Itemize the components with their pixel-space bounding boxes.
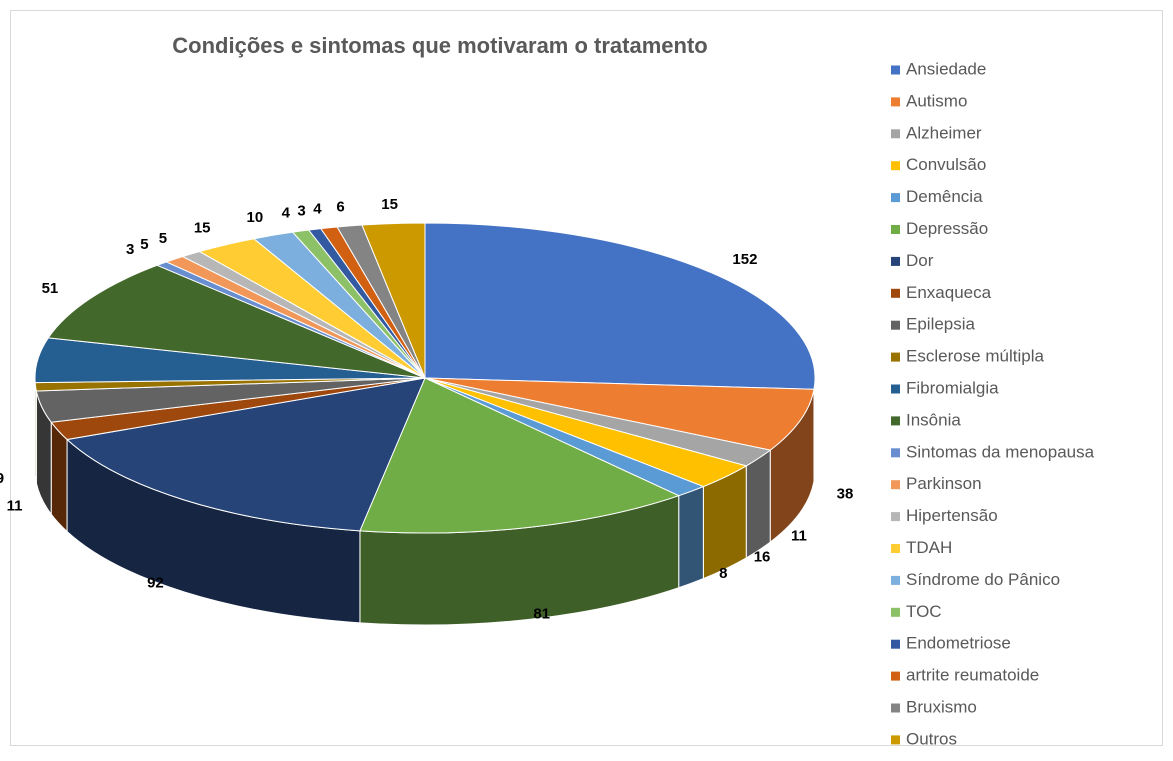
- legend-label: TOC: [906, 602, 942, 621]
- legend-label: Insônia: [906, 410, 961, 429]
- legend-label: Parkinson: [906, 474, 982, 493]
- data-label: 6: [336, 199, 344, 216]
- data-label: 4: [282, 204, 291, 221]
- data-label: 3: [297, 202, 305, 219]
- legend-swatch: [891, 672, 900, 681]
- legend-swatch: [891, 225, 900, 234]
- legend-label: Fibromialgia: [906, 378, 999, 397]
- data-label: 19: [0, 470, 4, 487]
- legend-label: Demência: [906, 187, 983, 206]
- pie-side: [746, 450, 770, 558]
- legend-label: Autismo: [906, 91, 967, 110]
- legend-swatch: [891, 512, 900, 521]
- data-label: 11: [7, 497, 23, 514]
- legend-label: Sintomas da menopausa: [906, 442, 1095, 461]
- data-label: 3: [126, 241, 134, 258]
- data-label: 5: [159, 230, 167, 247]
- legend-swatch: [891, 66, 900, 75]
- legend-label: Hipertensão: [906, 506, 998, 525]
- legend-swatch: [891, 416, 900, 425]
- data-label: 16: [754, 548, 771, 565]
- legend-swatch: [891, 353, 900, 362]
- legend-label: Convulsão: [906, 155, 986, 174]
- legend-label: Esclerose múltipla: [906, 347, 1044, 366]
- legend-swatch: [891, 257, 900, 266]
- data-label: 5: [140, 236, 148, 253]
- data-label: 11: [791, 528, 807, 545]
- legend-swatch: [891, 129, 900, 138]
- chart-title: Condições e sintomas que motivaram o tra…: [172, 33, 707, 58]
- legend-swatch: [891, 480, 900, 489]
- legend-label: TDAH: [906, 538, 952, 557]
- legend-label: Ansiedade: [906, 59, 986, 78]
- legend-swatch: [891, 448, 900, 457]
- data-label: 92: [147, 575, 164, 592]
- legend-label: Dor: [906, 251, 934, 270]
- legend-label: Enxaqueca: [906, 283, 992, 302]
- legend-swatch: [891, 193, 900, 202]
- pie-side: [51, 422, 67, 531]
- legend-swatch: [891, 576, 900, 585]
- data-label: 8: [719, 565, 727, 582]
- data-label: 15: [194, 220, 211, 237]
- data-label: 81: [533, 605, 550, 622]
- legend-label: Endometriose: [906, 634, 1011, 653]
- data-label: 4: [313, 201, 322, 218]
- data-label: 38: [837, 486, 854, 503]
- legend-swatch: [891, 735, 900, 744]
- data-label: 51: [42, 280, 59, 297]
- legend-swatch: [891, 640, 900, 649]
- legend-swatch: [891, 97, 900, 106]
- pie-side: [679, 487, 704, 588]
- legend-label: Outros: [906, 729, 957, 748]
- legend-swatch: [891, 608, 900, 617]
- data-label: 10: [247, 209, 264, 226]
- legend-label: Bruxismo: [906, 697, 977, 716]
- legend-swatch: [891, 385, 900, 394]
- legend-label: Alzheimer: [906, 123, 982, 142]
- data-label: 152: [732, 251, 757, 268]
- legend-label: Depressão: [906, 219, 988, 238]
- data-label: 15: [381, 196, 398, 213]
- legend-label: Síndrome do Pânico: [906, 570, 1060, 589]
- legend-label: Epilepsia: [906, 315, 976, 334]
- legend-label: artrite reumatoide: [906, 666, 1039, 685]
- legend-swatch: [891, 704, 900, 713]
- legend-swatch: [891, 544, 900, 553]
- legend-swatch: [891, 321, 900, 330]
- legend-swatch: [891, 289, 900, 298]
- legend-swatch: [891, 161, 900, 170]
